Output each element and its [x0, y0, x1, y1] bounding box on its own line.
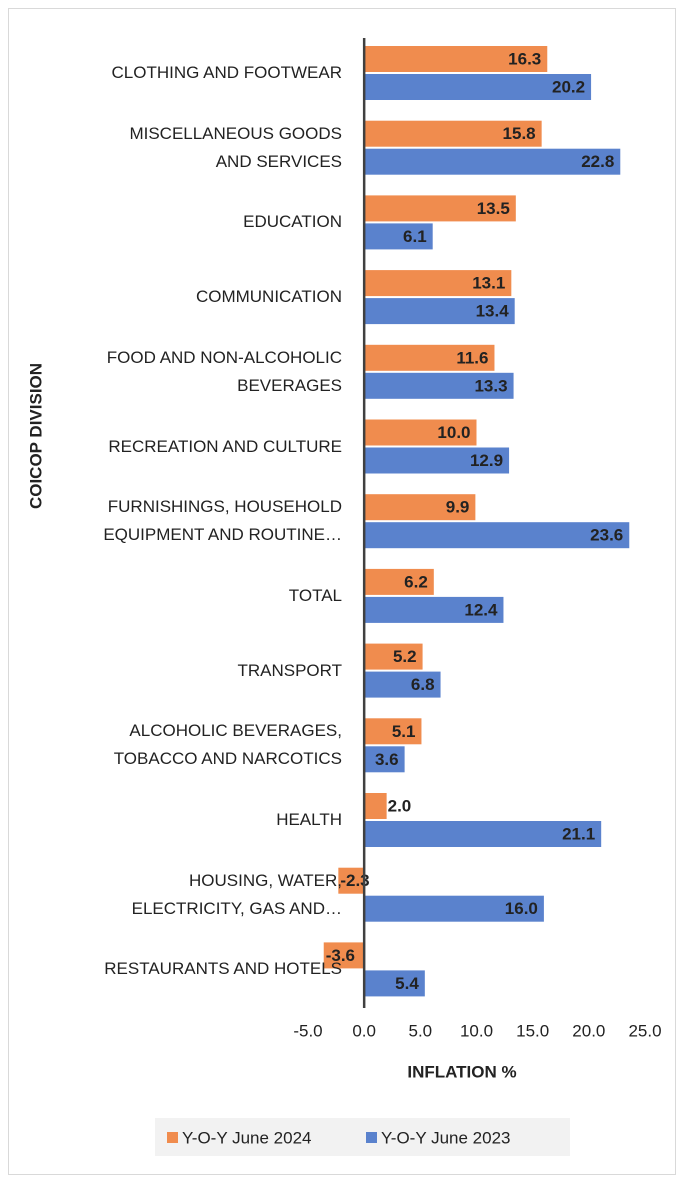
- bar: [364, 195, 516, 222]
- bar: [364, 522, 630, 549]
- bar: [364, 643, 423, 670]
- x-tick-label: 0.0: [352, 1021, 376, 1040]
- y-tick-label: EDUCATION: [243, 212, 342, 232]
- y-tick-label: TOTAL: [288, 585, 342, 605]
- data-label: 13.4: [476, 302, 510, 321]
- bar: [364, 270, 512, 297]
- data-label: 21.1: [562, 824, 595, 843]
- x-tick-label: 20.0: [572, 1021, 605, 1040]
- data-label: 5.2: [393, 647, 417, 666]
- data-label: 23.6: [590, 526, 623, 545]
- y-tick-label: FOOD AND NON-ALCOHOLIC BEVERAGES: [106, 347, 342, 395]
- bar: [364, 120, 542, 147]
- y-tick-label: COMMUNICATION: [195, 287, 342, 307]
- data-label: 16.3: [508, 49, 541, 68]
- bar: [338, 867, 365, 894]
- data-label: 6.8: [411, 675, 435, 694]
- bar: [364, 223, 433, 250]
- legend-swatch: [366, 1132, 377, 1143]
- y-tick-label: CLOTHING AND FOOTWEAR: [111, 63, 342, 82]
- bar: [364, 718, 422, 745]
- data-label: 13.1: [472, 274, 505, 293]
- data-label: -3.6: [326, 946, 355, 965]
- data-label: 2.0: [388, 796, 412, 815]
- data-label: 16.0: [505, 899, 538, 918]
- x-tick-label: 5.0: [409, 1021, 433, 1040]
- bar: [364, 344, 495, 371]
- y-tick-label: RESTAURANTS AND HOTELS: [104, 959, 342, 979]
- y-tick-label: ALCOHOLIC BEVERAGES, TOBACCO AND NARCOTI…: [113, 721, 342, 769]
- bar: [364, 671, 441, 698]
- bar: [364, 74, 592, 100]
- y-tick-label: HEALTH: [276, 810, 342, 829]
- data-label: 11.6: [456, 348, 488, 367]
- bar: [364, 298, 515, 325]
- chart-frame: [8, 8, 676, 1175]
- x-tick-label: 25.0: [628, 1021, 661, 1040]
- bar: [323, 942, 365, 969]
- data-label: 6.2: [404, 572, 428, 591]
- bar: [364, 419, 477, 446]
- bar: [364, 568, 434, 595]
- bar: [364, 596, 504, 623]
- bar: [364, 793, 387, 819]
- y-axis-title: COICOP DIVISION: [26, 363, 45, 509]
- x-axis-title: INFLATION %: [407, 1062, 516, 1081]
- data-label: 12.9: [470, 451, 503, 470]
- data-label: 5.4: [395, 974, 419, 993]
- data-label: 5.1: [392, 722, 416, 741]
- data-label: 10.0: [437, 423, 470, 442]
- x-tick-label: 10.0: [460, 1021, 493, 1040]
- legend-label: Y-O-Y June 2023: [381, 1128, 510, 1147]
- data-label: 6.1: [403, 227, 427, 246]
- legend-swatch: [167, 1132, 178, 1143]
- bar: [364, 372, 514, 399]
- bar: [364, 148, 621, 175]
- data-label: 13.5: [477, 199, 510, 218]
- data-label: 22.8: [581, 152, 614, 171]
- data-label: 15.8: [503, 124, 536, 143]
- bar: [364, 447, 510, 474]
- data-label: 20.2: [552, 77, 585, 96]
- bar: [364, 746, 405, 773]
- x-tick-label: 15.0: [516, 1021, 549, 1040]
- bar: [364, 970, 425, 997]
- bar: [364, 46, 548, 72]
- data-label: 13.3: [474, 376, 507, 395]
- data-label: 12.4: [464, 600, 498, 619]
- bar: [364, 821, 602, 847]
- y-tick-label: MISCELLANEOUS GOODS AND SERVICES: [129, 123, 342, 171]
- y-tick-label: HOUSING, WATER, ELECTRICITY, GAS AND…: [131, 870, 342, 918]
- data-label: 9.9: [446, 498, 470, 517]
- legend-label: Y-O-Y June 2024: [182, 1128, 311, 1147]
- y-tick-label: FURNISHINGS, HOUSEHOLD EQUIPMENT AND ROU…: [103, 497, 342, 545]
- bar: [364, 895, 544, 922]
- bar: [364, 494, 476, 521]
- legend-background: [155, 1118, 570, 1156]
- data-label: 3.6: [375, 750, 399, 769]
- y-tick-label: RECREATION AND CULTURE: [108, 436, 342, 456]
- data-label: -2.3: [340, 871, 369, 890]
- x-tick-label: -5.0: [293, 1021, 322, 1040]
- y-tick-label: TRANSPORT: [237, 660, 342, 680]
